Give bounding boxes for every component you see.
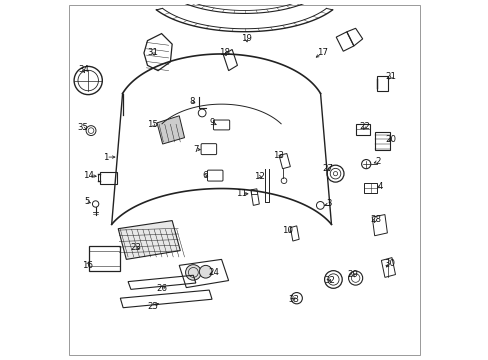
Text: 16: 16 [82,261,93,270]
Text: 13: 13 [272,151,283,160]
Circle shape [199,265,212,278]
Polygon shape [157,116,184,144]
Text: 3: 3 [326,199,331,208]
Text: 12: 12 [253,172,264,181]
Text: 2: 2 [374,157,380,166]
Text: 23: 23 [130,243,141,252]
Text: 20: 20 [385,135,396,144]
Text: 32: 32 [324,276,335,285]
Polygon shape [118,221,180,259]
Text: 6: 6 [202,171,207,180]
Text: 21: 21 [385,72,396,81]
Text: 30: 30 [384,260,394,269]
Text: 15: 15 [147,120,158,129]
Text: 35: 35 [77,123,88,132]
Text: 11: 11 [236,189,246,198]
Text: 17: 17 [316,49,327,58]
Text: 18: 18 [218,49,229,58]
Text: 9: 9 [209,118,214,127]
Text: 33: 33 [288,295,299,304]
Text: 8: 8 [189,97,195,106]
Text: 22: 22 [358,122,369,131]
Text: 28: 28 [369,215,381,224]
Text: 5: 5 [84,197,90,206]
Text: 4: 4 [377,182,382,191]
Text: 1: 1 [103,153,109,162]
Text: 25: 25 [147,302,158,311]
Text: 7: 7 [193,145,198,154]
Text: 24: 24 [207,268,219,277]
Text: 26: 26 [156,284,167,293]
Text: 34: 34 [78,66,89,75]
Text: 19: 19 [240,34,251,43]
Text: 10: 10 [282,226,292,235]
Text: 14: 14 [83,171,94,180]
Text: 31: 31 [147,48,158,57]
Text: 27: 27 [321,164,332,173]
Text: 29: 29 [347,270,358,279]
Circle shape [185,265,201,280]
